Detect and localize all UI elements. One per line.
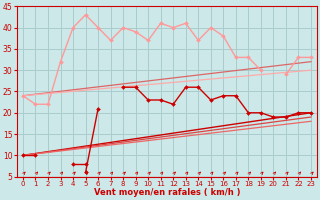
X-axis label: Vent moyen/en rafales ( km/h ): Vent moyen/en rafales ( km/h ): [94, 188, 240, 197]
